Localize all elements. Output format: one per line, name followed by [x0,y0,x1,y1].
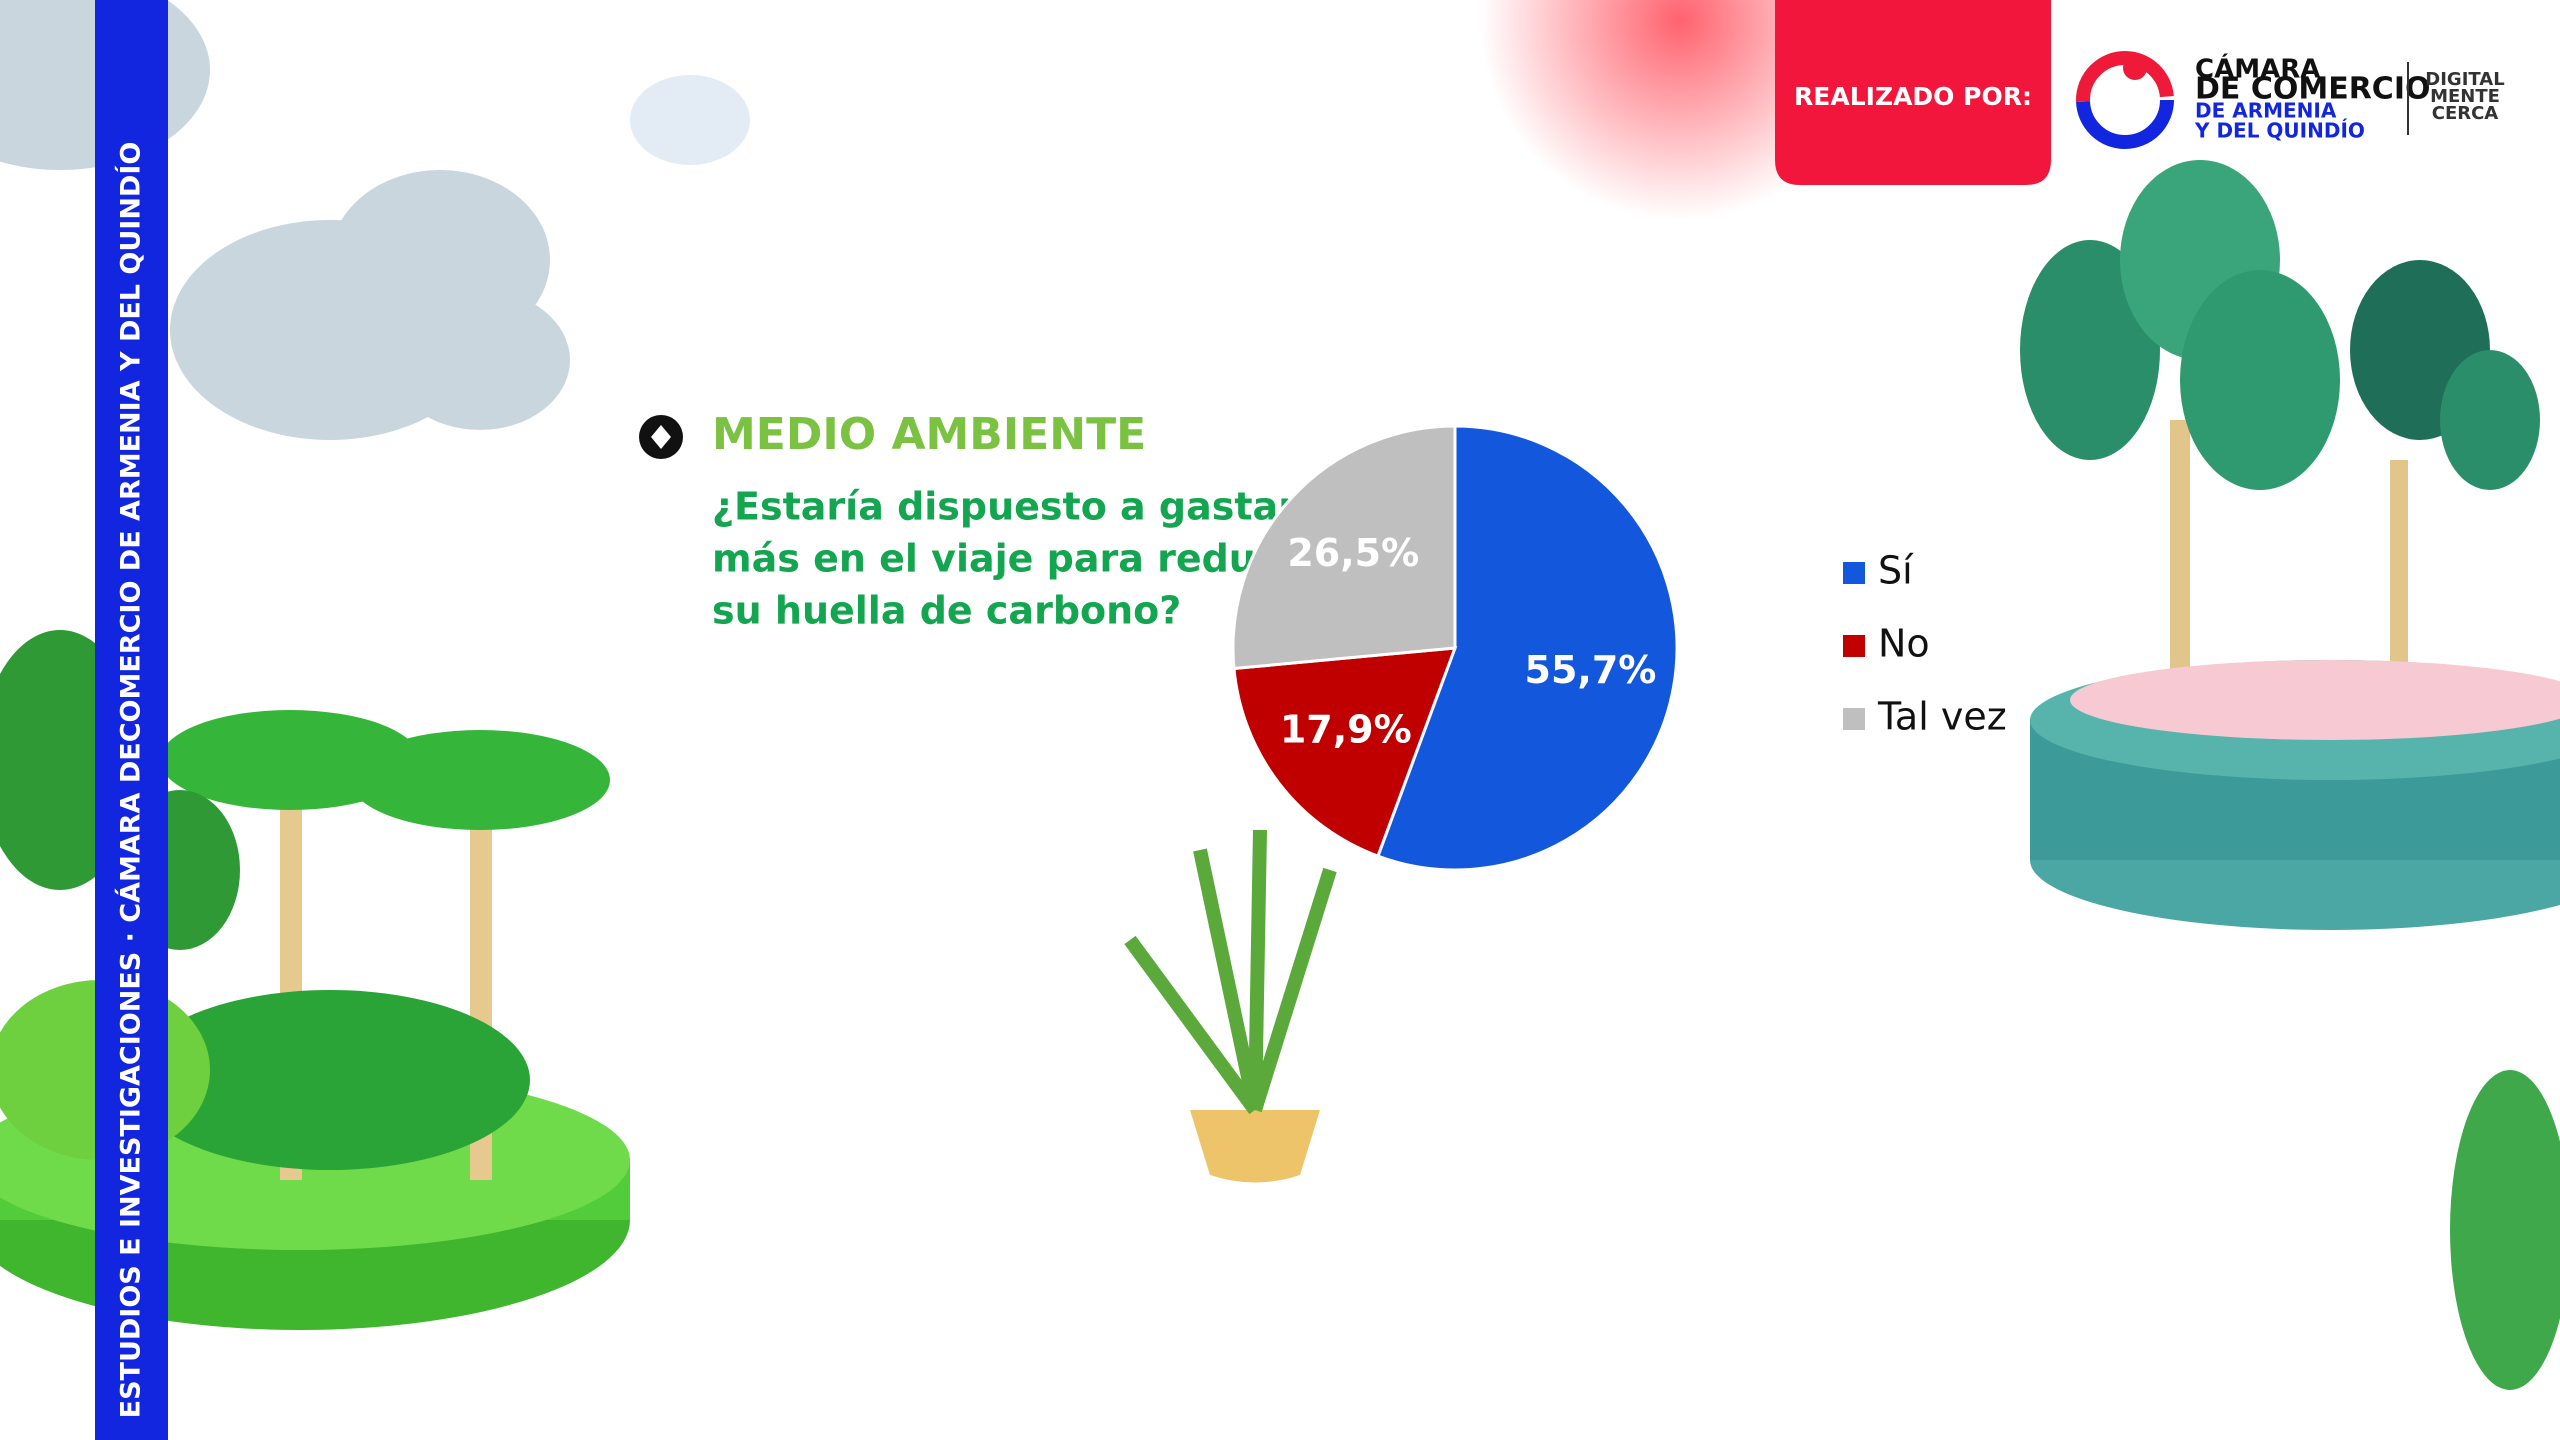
slide: ESTUDIOS E INVESTIGACIONES · CÁMARA DECO… [0,0,2560,1440]
brand-line: CERCA [2432,103,2499,124]
legend-swatch [1843,708,1865,730]
legend: Sí No Tal vez [1843,549,2007,739]
question: ¿Estaría dispuesto a gastar más en el via… [712,485,1310,633]
pie-chart: 55,7% 17,9% 26,5% [1233,426,1677,870]
legend-label: No [1878,622,1930,666]
data-label: 55,7% [1525,648,1657,692]
legend-swatch [1843,635,1865,657]
legend-swatch [1843,562,1865,584]
data-label: 17,9% [1280,707,1412,751]
logo-mark [2083,56,2167,142]
section-title: MEDIO AMBIENTE [712,409,1146,460]
question-line: ¿Estaría dispuesto a gastar [712,485,1297,529]
data-label: 26,5% [1287,531,1419,575]
credit-text: REALIZADO POR: [1794,82,2032,111]
left-garden [0,630,630,1330]
question-line: su huella de carbono? [712,589,1181,633]
sidebar-text: ESTUDIOS E INVESTIGACIONES · CÁMARA DECO… [115,142,147,1419]
potted-plant [1130,830,1330,1183]
page: ESTUDIOS E INVESTIGACIONES · CÁMARA DECO… [0,0,2560,1440]
legend-label: Sí [1878,549,1914,593]
right-garden [2020,160,2560,1390]
question-line: más en el viaje para reducir [712,537,1310,581]
logo-line: Y DEL QUINDÍO [2194,119,2365,143]
legend-label: Tal vez [1877,695,2007,739]
